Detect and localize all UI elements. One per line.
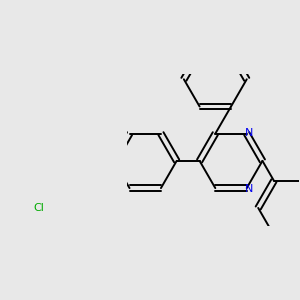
Text: N: N — [245, 128, 253, 138]
Text: Cl: Cl — [34, 203, 44, 213]
Text: N: N — [245, 184, 253, 194]
